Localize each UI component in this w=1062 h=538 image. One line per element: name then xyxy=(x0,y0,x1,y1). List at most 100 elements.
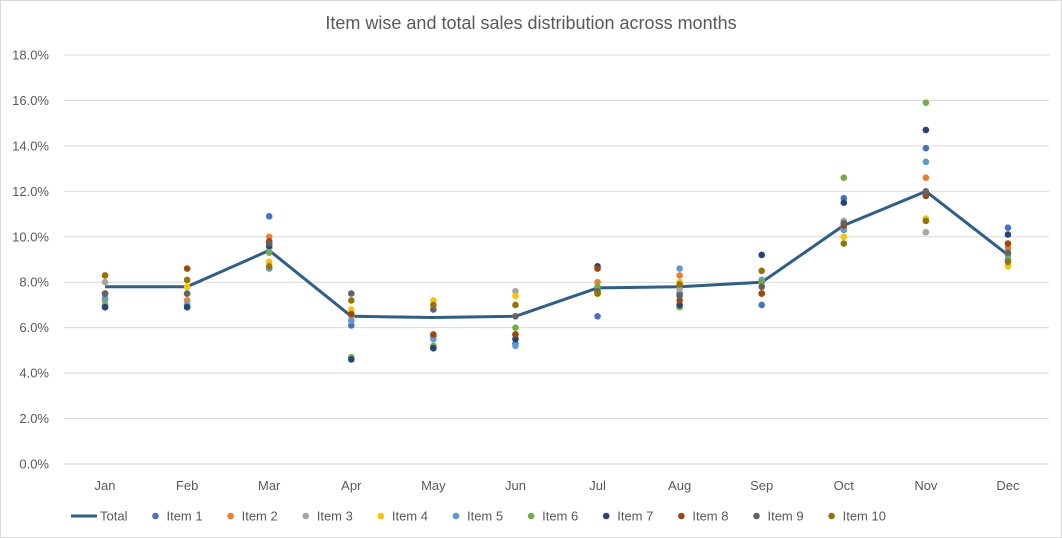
legend-item: Item 8 xyxy=(678,509,728,524)
data-point xyxy=(1004,231,1012,238)
legend-marker-swatch xyxy=(527,512,535,520)
series-item-1 xyxy=(101,144,1012,352)
data-point xyxy=(922,99,930,107)
legend-label: Item 4 xyxy=(392,509,428,524)
series-item-3 xyxy=(101,217,1012,341)
y-tick-label: 2.0% xyxy=(19,411,49,426)
legend-marker-swatch xyxy=(602,512,610,520)
series-item-2 xyxy=(101,174,1012,341)
data-point xyxy=(676,281,683,288)
data-point xyxy=(594,265,601,272)
x-tick-label: Feb xyxy=(176,478,198,493)
legend-item: Item 6 xyxy=(527,509,578,524)
data-point xyxy=(840,226,848,234)
x-tick-label: Apr xyxy=(341,478,362,493)
y-tick-label: 4.0% xyxy=(19,366,49,381)
data-point xyxy=(265,233,273,241)
data-point xyxy=(1004,244,1012,252)
legend-item: Total xyxy=(71,509,128,524)
data-point xyxy=(1004,224,1012,231)
legend-item: Item 4 xyxy=(377,509,428,524)
data-point xyxy=(922,192,930,200)
series-item-9 xyxy=(101,188,1012,320)
legend-marker-swatch xyxy=(377,512,385,520)
data-point xyxy=(347,322,355,329)
data-point xyxy=(922,217,930,225)
plot-area xyxy=(101,99,1012,363)
data-point xyxy=(676,285,683,293)
legend-label: Item 9 xyxy=(767,509,803,524)
data-point xyxy=(758,283,766,291)
legend: Total Item 1 Item 2 Item 3 Item 4 Item 5 Item … xyxy=(71,509,886,524)
data-point xyxy=(347,310,355,318)
data-point xyxy=(676,297,683,304)
data-point xyxy=(1004,240,1012,247)
legend-label: Item 5 xyxy=(467,509,503,524)
legend-item: Item 7 xyxy=(602,509,653,524)
x-tick-label: Jan xyxy=(95,478,116,493)
data-point xyxy=(594,313,601,320)
legend-label: Item 6 xyxy=(542,509,578,524)
legend-label: Item 3 xyxy=(317,509,353,524)
data-point xyxy=(265,263,273,270)
y-tick-label: 10.0% xyxy=(12,229,49,244)
data-point xyxy=(1004,249,1012,256)
data-point xyxy=(512,313,519,320)
data-point xyxy=(840,174,848,181)
x-tick-label: Jun xyxy=(505,478,526,493)
legend-label: Item 1 xyxy=(166,509,202,524)
data-point xyxy=(512,331,519,338)
x-tick-label: Aug xyxy=(668,478,691,493)
data-point xyxy=(347,317,355,325)
series-item-5 xyxy=(101,158,1012,350)
series-line-total xyxy=(105,189,1009,319)
y-tick-label: 18.0% xyxy=(12,48,49,63)
data-point xyxy=(265,213,273,220)
x-tick-label: Nov xyxy=(914,478,938,493)
data-point xyxy=(594,278,601,286)
legend-item: Item 9 xyxy=(753,509,804,524)
y-tick-label: 8.0% xyxy=(19,275,49,290)
x-tick-label: Mar xyxy=(258,478,281,493)
data-point xyxy=(840,199,848,206)
legend-label: Item 7 xyxy=(617,509,653,524)
legend-item: Item 5 xyxy=(452,509,503,524)
x-tick-label: Dec xyxy=(996,478,1020,493)
data-point xyxy=(758,267,766,275)
data-point xyxy=(512,335,519,343)
data-point xyxy=(512,342,519,350)
x-tick-label: May xyxy=(421,478,446,493)
data-point xyxy=(840,240,848,247)
data-point xyxy=(840,219,848,227)
data-point xyxy=(758,278,766,286)
data-point xyxy=(430,301,437,309)
data-point xyxy=(430,344,437,352)
data-point xyxy=(347,297,355,304)
data-point xyxy=(840,194,848,202)
data-point xyxy=(512,324,519,331)
x-tick-label: Jul xyxy=(589,478,606,493)
gridlines xyxy=(64,54,1049,465)
data-point xyxy=(676,272,683,279)
legend-marker-swatch xyxy=(302,512,310,520)
data-point xyxy=(512,292,519,300)
data-point xyxy=(840,233,848,241)
legend-item: Item 10 xyxy=(828,509,886,524)
data-point xyxy=(183,265,191,272)
data-point xyxy=(430,335,437,343)
y-tick-label: 0.0% xyxy=(19,457,49,472)
y-axis-ticks: 0.0% 2.0% 4.0% 6.0% 8.0% 10.0% 12.0% 14.0% 16.0%… xyxy=(12,48,49,472)
data-point xyxy=(430,297,437,304)
legend-item: Item 3 xyxy=(302,509,353,524)
data-point xyxy=(347,290,355,297)
data-point xyxy=(347,356,355,363)
legend-label: Item 8 xyxy=(692,509,728,524)
y-tick-label: 6.0% xyxy=(19,320,49,335)
data-point xyxy=(922,144,930,152)
data-point xyxy=(101,303,109,311)
data-point xyxy=(183,283,191,291)
legend-marker-swatch xyxy=(753,512,760,520)
data-point xyxy=(676,265,683,272)
data-point xyxy=(101,290,109,297)
